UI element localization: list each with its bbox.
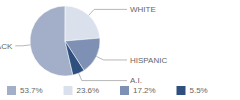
legend-label: 23.6%	[77, 86, 100, 95]
slice	[65, 6, 100, 41]
leader-line	[89, 9, 127, 15]
leader-line	[79, 73, 127, 80]
slice-labels: BLACK WHITE HISPANIC A.I.	[0, 5, 167, 85]
chart: BLACK WHITE HISPANIC A.I. 53.7% 23.6% 17.2% 5.5…	[0, 0, 240, 100]
legend-label: 53.7%	[20, 86, 43, 95]
pie	[30, 6, 100, 76]
legend-swatch	[7, 86, 16, 95]
legend-label: 17.2%	[133, 86, 156, 95]
legend-swatch	[177, 86, 186, 95]
legend-swatch	[64, 86, 73, 95]
slice	[65, 41, 84, 75]
leader-line	[96, 56, 127, 60]
leader-line	[15, 44, 30, 46]
slice-label: BLACK	[0, 42, 13, 51]
legend: 53.7% 23.6% 17.2% 5.5%	[7, 86, 208, 95]
slice-label: HISPANIC	[130, 56, 167, 65]
legend-label: 5.5%	[190, 86, 208, 95]
slice-label: WHITE	[130, 5, 156, 14]
legend-swatch	[120, 86, 129, 95]
slice-label: A.I.	[130, 76, 142, 85]
